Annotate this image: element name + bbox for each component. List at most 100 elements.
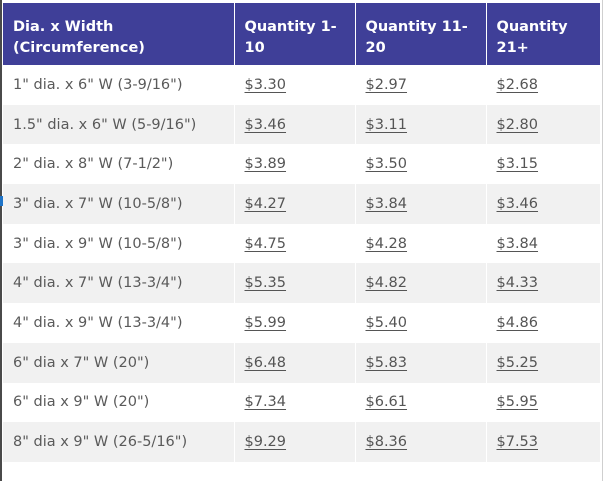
price-cell: $4.75 xyxy=(234,223,356,264)
price-table-body: 1" dia. x 6" W (3-9/16") $3.30 $2.97 $2.… xyxy=(3,65,600,462)
price-link[interactable]: $5.35 xyxy=(244,275,287,292)
size-cell: 6" dia x 7" W (20") xyxy=(3,342,235,383)
price-link[interactable]: $7.53 xyxy=(496,434,539,451)
left-edge-accent xyxy=(0,196,4,206)
price-link[interactable]: $3.89 xyxy=(244,156,287,173)
right-edge-divider xyxy=(602,0,603,481)
price-cell: $3.46 xyxy=(234,104,356,145)
table-row: 1" dia. x 6" W (3-9/16") $3.30 $2.97 $2.… xyxy=(3,65,600,105)
header-size: Dia. x Width (Circumference) xyxy=(3,3,235,65)
price-cell: $4.86 xyxy=(486,303,600,343)
size-cell: 1.5" dia. x 6" W (5-9/16") xyxy=(3,104,235,145)
size-cell: 2" dia. x 8" W (7-1/2") xyxy=(3,144,235,185)
price-cell: $4.27 xyxy=(234,184,356,224)
price-cell: $3.15 xyxy=(486,144,600,185)
price-cell: $3.46 xyxy=(486,184,600,224)
price-cell: $5.83 xyxy=(355,342,487,383)
table-row: 2" dia. x 8" W (7-1/2") $3.89 $3.50 $3.1… xyxy=(3,144,600,185)
price-link[interactable]: $3.11 xyxy=(365,116,408,133)
price-link[interactable]: $3.84 xyxy=(365,195,408,212)
price-table: Dia. x Width (Circumference) Quantity 1-… xyxy=(3,3,600,462)
header-size-line2: (Circumference) xyxy=(13,40,145,56)
price-cell: $3.30 xyxy=(234,65,356,105)
left-edge-divider xyxy=(0,0,2,481)
price-link[interactable]: $5.25 xyxy=(496,354,539,371)
price-cell: $6.48 xyxy=(234,342,356,383)
price-link[interactable]: $3.30 xyxy=(244,76,287,93)
table-row: 1.5" dia. x 6" W (5-9/16") $3.46 $3.11 $… xyxy=(3,104,600,145)
price-cell: $5.99 xyxy=(234,303,356,343)
price-link[interactable]: $4.82 xyxy=(365,275,408,292)
price-cell: $7.53 xyxy=(486,422,600,462)
price-cell: $4.33 xyxy=(486,263,600,304)
price-link[interactable]: $2.80 xyxy=(496,116,539,133)
price-cell: $2.68 xyxy=(486,65,600,105)
price-link[interactable]: $3.50 xyxy=(365,156,408,173)
price-cell: $3.84 xyxy=(355,184,487,224)
table-row: 4" dia. x 7" W (13-3/4") $5.35 $4.82 $4.… xyxy=(3,263,600,304)
size-cell: 4" dia. x 9" W (13-3/4") xyxy=(3,303,235,343)
price-link[interactable]: $5.95 xyxy=(496,394,539,411)
header-qty-21-plus-line2: 21+ xyxy=(496,40,529,56)
price-cell: $5.35 xyxy=(234,263,356,304)
price-link[interactable]: $4.27 xyxy=(244,195,287,212)
price-link[interactable]: $4.86 xyxy=(496,314,539,331)
price-cell: $7.34 xyxy=(234,382,356,423)
table-row: 6" dia x 7" W (20") $6.48 $5.83 $5.25 xyxy=(3,342,600,383)
price-cell: $3.50 xyxy=(355,144,487,185)
price-link[interactable]: $2.97 xyxy=(365,76,408,93)
price-cell: $4.28 xyxy=(355,223,487,264)
price-link[interactable]: $3.46 xyxy=(244,116,287,133)
price-cell: $6.61 xyxy=(355,382,487,423)
size-cell: 3" dia. x 7" W (10-5/8") xyxy=(3,184,235,224)
price-table-header: Dia. x Width (Circumference) Quantity 1-… xyxy=(3,3,600,65)
price-link[interactable]: $5.83 xyxy=(365,354,408,371)
price-cell: $3.84 xyxy=(486,223,600,264)
size-cell: 4" dia. x 7" W (13-3/4") xyxy=(3,263,235,304)
price-link[interactable]: $7.34 xyxy=(244,394,287,411)
price-link[interactable]: $3.46 xyxy=(496,195,539,212)
price-cell: $5.40 xyxy=(355,303,487,343)
size-cell: 3" dia. x 9" W (10-5/8") xyxy=(3,223,235,264)
price-link[interactable]: $5.99 xyxy=(244,314,287,331)
header-size-line1: Dia. x Width xyxy=(13,19,114,35)
table-row: 6" dia x 9" W (20") $7.34 $6.61 $5.95 xyxy=(3,382,600,423)
price-link[interactable]: $4.75 xyxy=(244,235,287,252)
size-cell: 8" dia x 9" W (26-5/16") xyxy=(3,422,235,462)
price-cell: $5.95 xyxy=(486,382,600,423)
table-row: 3" dia. x 9" W (10-5/8") $4.75 $4.28 $3.… xyxy=(3,223,600,264)
header-qty-11-20-line2: 20 xyxy=(365,40,386,56)
price-cell: $2.80 xyxy=(486,104,600,145)
price-cell: $3.11 xyxy=(355,104,487,145)
price-link[interactable]: $3.84 xyxy=(496,235,539,252)
price-link[interactable]: $9.29 xyxy=(244,434,287,451)
price-cell: $3.89 xyxy=(234,144,356,185)
price-link[interactable]: $5.40 xyxy=(365,314,408,331)
size-cell: 6" dia x 9" W (20") xyxy=(3,382,235,423)
price-link[interactable]: $6.61 xyxy=(365,394,408,411)
header-row: Dia. x Width (Circumference) Quantity 1-… xyxy=(3,3,600,65)
table-row: 4" dia. x 9" W (13-3/4") $5.99 $5.40 $4.… xyxy=(3,303,600,343)
price-link[interactable]: $4.33 xyxy=(496,275,539,292)
price-cell: $5.25 xyxy=(486,342,600,383)
header-qty-1-10-line2: 10 xyxy=(244,40,265,56)
header-qty-21-plus: Quantity 21+ xyxy=(486,3,600,65)
size-cell: 1" dia. x 6" W (3-9/16") xyxy=(3,65,235,105)
price-cell: $9.29 xyxy=(234,422,356,462)
price-cell: $2.97 xyxy=(355,65,487,105)
header-qty-1-10: Quantity 1- 10 xyxy=(234,3,356,65)
price-link[interactable]: $4.28 xyxy=(365,235,408,252)
price-cell: $4.82 xyxy=(355,263,487,304)
header-qty-11-20: Quantity 11- 20 xyxy=(355,3,487,65)
header-qty-1-10-line1: Quantity 1- xyxy=(244,19,337,35)
table-row: 8" dia x 9" W (26-5/16") $9.29 $8.36 $7.… xyxy=(3,422,600,462)
price-link[interactable]: $3.15 xyxy=(496,156,539,173)
table-row: 3" dia. x 7" W (10-5/8") $4.27 $3.84 $3.… xyxy=(3,184,600,224)
header-qty-11-20-line1: Quantity 11- xyxy=(365,19,468,35)
price-link[interactable]: $6.48 xyxy=(244,354,287,371)
header-qty-21-plus-line1: Quantity xyxy=(496,19,568,35)
price-link[interactable]: $2.68 xyxy=(496,76,539,93)
price-cell: $8.36 xyxy=(355,422,487,462)
price-link[interactable]: $8.36 xyxy=(365,434,408,451)
